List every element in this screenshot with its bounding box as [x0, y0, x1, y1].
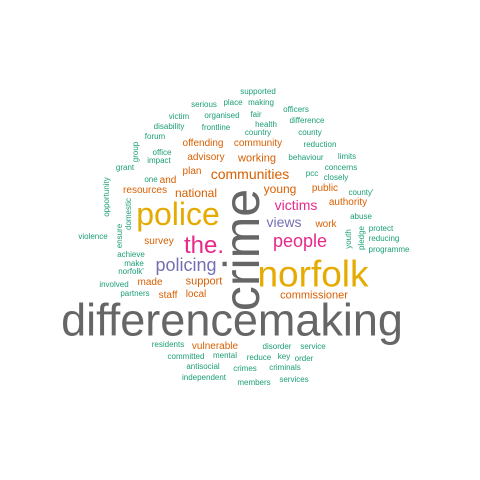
word-opportunity: opportunity: [102, 177, 111, 217]
word-order: order: [294, 354, 314, 363]
word-communities: communities: [210, 166, 290, 182]
word-ensure: ensure: [115, 223, 124, 249]
word-the: the.: [183, 232, 225, 259]
word-reducing: reducing: [368, 234, 400, 243]
word-criminals: criminals: [269, 363, 301, 372]
word-committed: committed: [167, 352, 205, 361]
word-place: place: [223, 98, 243, 107]
word-residents: residents: [151, 340, 185, 349]
word-norfolk: norfolk: [257, 253, 369, 295]
word-domestic: domestic: [124, 197, 133, 231]
word-staff: staff: [158, 290, 178, 301]
word-county-apos: county': [348, 188, 374, 197]
word-and: and: [159, 175, 177, 186]
word-abuse: abuse: [350, 212, 372, 221]
word-reduction: reduction: [303, 140, 337, 149]
word-frontline: frontline: [201, 123, 231, 132]
word-organised: organised: [204, 111, 240, 120]
word-advisory: advisory: [187, 152, 225, 163]
word-support: support: [185, 275, 223, 288]
word-limits: limits: [337, 152, 357, 161]
word-policing: policing: [155, 255, 217, 275]
word-local: local: [185, 289, 207, 300]
word-disability: disability: [153, 122, 185, 131]
word-national: national: [174, 186, 218, 200]
word-crimes: crimes: [233, 364, 257, 373]
word-concerns: concerns: [324, 163, 358, 172]
word-people: people: [272, 231, 328, 251]
word-mental: mental: [212, 351, 238, 360]
word-vulnerable: vulnerable: [191, 341, 239, 352]
word-fair: fair: [250, 110, 262, 119]
word-grant: grant: [115, 163, 135, 172]
word-differencemaking: differencemaking: [61, 294, 403, 346]
word-county: county: [298, 128, 322, 137]
word-health: health: [255, 120, 277, 129]
word-made: made: [137, 277, 163, 288]
word-community: community: [233, 138, 283, 149]
word-impact: impact: [147, 156, 171, 165]
word-country: country: [244, 128, 272, 137]
word-group: group: [131, 141, 140, 163]
word-commissioner: commissioner: [280, 289, 348, 302]
word-antisocial: antisocial: [186, 362, 220, 371]
word-officers: officers: [283, 105, 309, 114]
word-difference: difference: [289, 116, 325, 125]
word-norfolk-apos: norfolk': [118, 267, 144, 276]
word-young: young: [263, 182, 297, 196]
word-partners: partners: [120, 289, 150, 298]
word-members: members: [237, 378, 271, 387]
word-disorder: disorder: [262, 342, 292, 351]
word-supported: supported: [240, 87, 276, 96]
word-make: make: [124, 259, 144, 268]
word-reduce: reduce: [246, 353, 272, 362]
word-youth: youth: [344, 229, 353, 249]
word-pcc: pcc: [305, 169, 319, 178]
word-victim: victim: [168, 112, 190, 121]
word-victims: victims: [274, 197, 318, 213]
word-involved: involved: [99, 280, 129, 289]
word-key: key: [277, 352, 291, 361]
word-closely: closely: [323, 173, 349, 182]
word-serious: serious: [191, 100, 217, 109]
word-protect: protect: [368, 224, 394, 233]
word-office: office: [152, 148, 172, 157]
word-services: services: [279, 375, 309, 384]
word-making: making: [248, 98, 274, 107]
word-service: service: [300, 342, 326, 351]
word-achieve: achieve: [117, 250, 145, 259]
word-offending: offending: [182, 138, 224, 149]
word-work: work: [315, 219, 337, 230]
word-one: one: [144, 175, 158, 184]
word-views: views: [266, 214, 302, 230]
word-plan: plan: [182, 166, 202, 177]
word-behaviour: behaviour: [288, 153, 324, 162]
word-programme: programme: [368, 245, 410, 254]
word-resources: resources: [123, 185, 167, 196]
word-violence: violence: [78, 232, 108, 241]
word-police: police: [136, 196, 220, 232]
word-public: public: [311, 183, 339, 194]
word-working: working: [238, 152, 276, 165]
word-independent: independent: [181, 373, 227, 382]
word-forum: forum: [144, 132, 166, 141]
word-survey: survey: [144, 236, 174, 247]
word-authority: authority: [328, 197, 368, 208]
word-pledge: pledge: [357, 225, 366, 251]
